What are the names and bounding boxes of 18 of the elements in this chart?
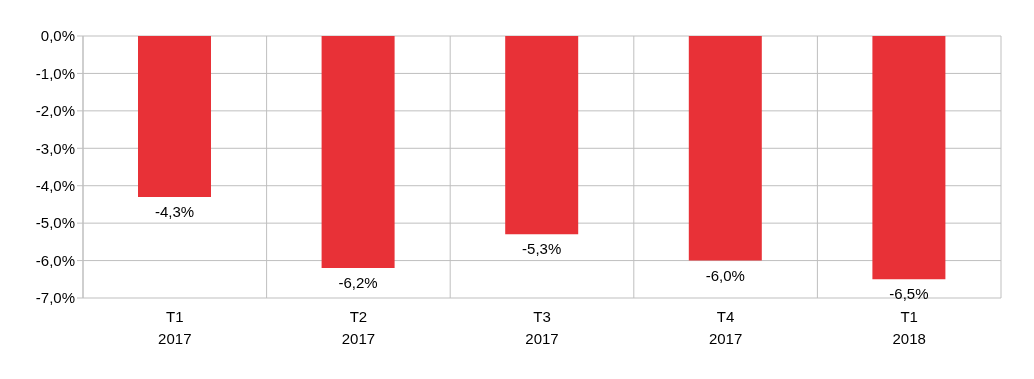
data-label: -5,3%: [522, 240, 562, 258]
data-label: -4,3%: [154, 202, 195, 220]
x-tick-label: T4 2017: [708, 308, 743, 347]
x-tick-label: T1 2018: [892, 308, 926, 347]
x-tick-label: T2 2017: [341, 308, 376, 347]
data-label: -6,0%: [705, 266, 745, 284]
y-tick-label: 0,0%: [40, 27, 75, 45]
data-label: -6,5%: [889, 285, 929, 303]
y-tick-label: -3,0%: [35, 139, 75, 157]
x-tick-label: T3 2017: [525, 308, 559, 347]
y-tick-label: -6,0%: [35, 251, 75, 269]
data-label: -6,2%: [338, 274, 378, 292]
x-tick-label: T1 2017: [158, 308, 192, 347]
y-tick-label: -2,0%: [35, 102, 75, 120]
y-tick-label: -1,0%: [35, 64, 75, 82]
y-tick-label: -5,0%: [35, 214, 75, 232]
y-tick-label: -4,0%: [35, 177, 75, 195]
y-tick-label: -7,0%: [35, 289, 75, 307]
